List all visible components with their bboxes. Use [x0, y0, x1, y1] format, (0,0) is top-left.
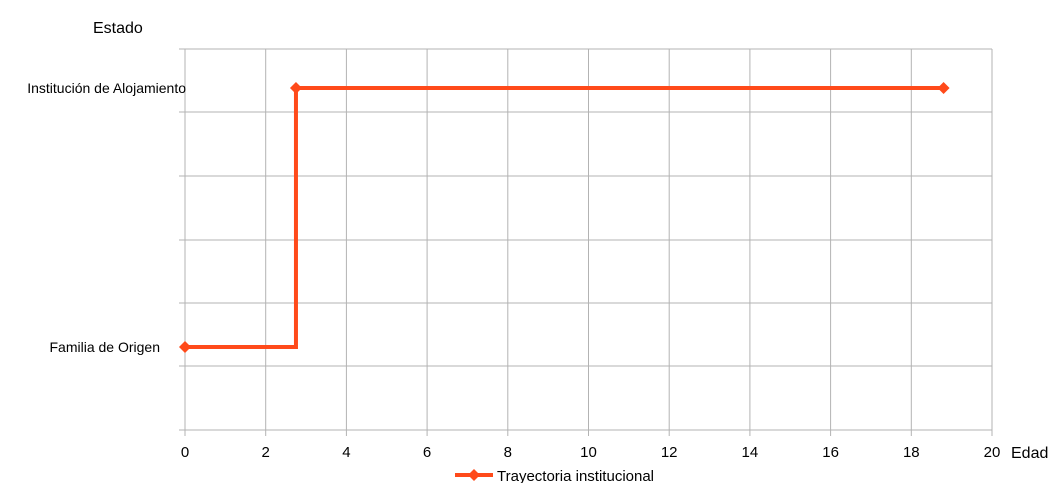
legend-marker: [468, 469, 480, 481]
x-tick-label: 20: [984, 444, 1001, 461]
y-category-label: Familia de Origen: [50, 339, 161, 355]
x-tick-label: 8: [504, 444, 512, 461]
x-axis-label: Edad: [1011, 445, 1048, 462]
series-line: [185, 86, 944, 349]
x-tick-label: 2: [262, 444, 270, 461]
x-tick-label: 0: [181, 444, 189, 461]
x-tick-labels: 0 2 4 6 8 10 12 14 16 18 20: [181, 444, 1001, 461]
y-category-labels: Familia de Origen Institución de Alojamie…: [27, 80, 186, 355]
legend: Trayectoria institucional: [455, 468, 654, 483]
x-tick-label: 12: [661, 444, 678, 461]
x-tick-label: 6: [423, 444, 431, 461]
data-point: [937, 82, 950, 94]
y-category-label: Institución de Alojamiento: [27, 80, 186, 96]
data-point: [179, 341, 191, 353]
series-layer: [179, 82, 950, 353]
x-tick-label: 16: [822, 444, 839, 461]
grid: [179, 48, 993, 436]
y-axis-label: Estado: [93, 20, 143, 37]
data-point: [289, 82, 302, 94]
x-tick-label: 18: [903, 444, 920, 461]
x-tick-label: 10: [580, 444, 597, 461]
legend-label: Trayectoria institucional: [497, 468, 654, 483]
x-tick-label: 14: [742, 444, 759, 461]
x-tick-label: 4: [342, 444, 350, 461]
